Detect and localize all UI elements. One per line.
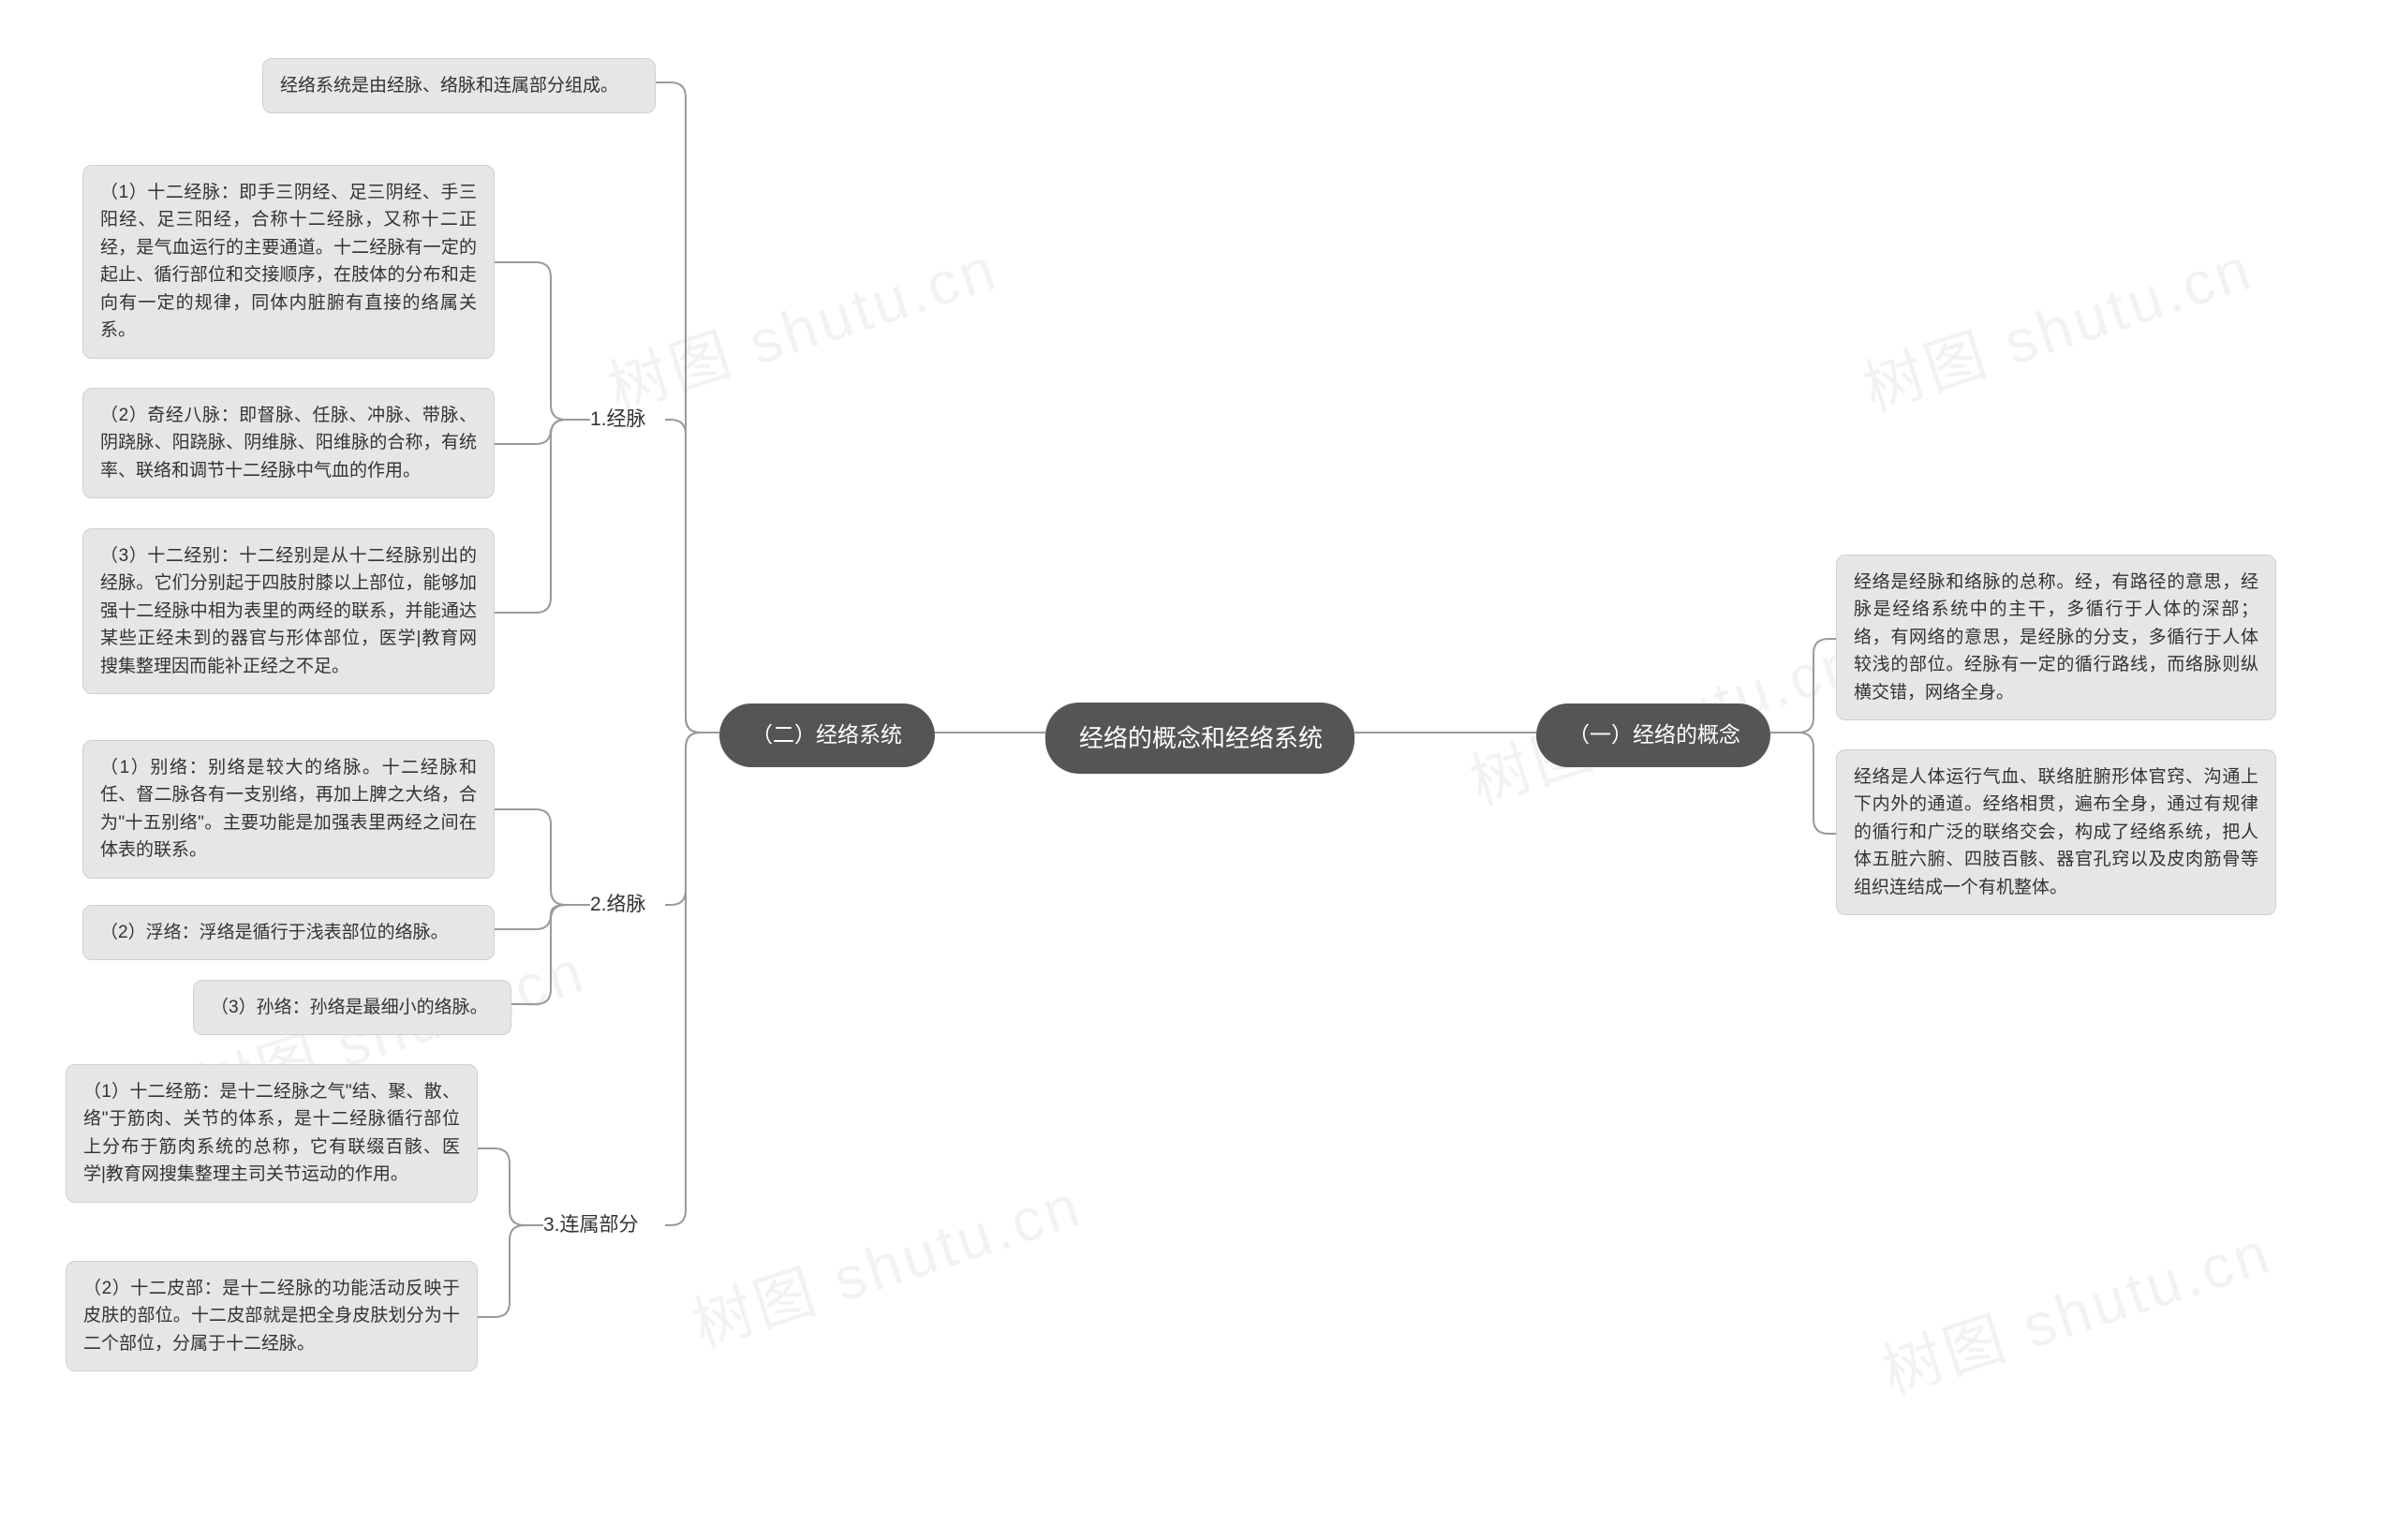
leaf-lianshu-2[interactable]: （2）十二皮部：是十二经脉的功能活动反映于皮肤的部位。十二皮部就是把全身皮肤划分… xyxy=(66,1261,478,1371)
leaf-luomai-2[interactable]: （2）浮络：浮络是循行于浅表部位的络脉。 xyxy=(82,905,495,960)
leaf-luomai-1[interactable]: （1）别络：别络是较大的络脉。十二经脉和任、督二脉各有一支别络，再加上脾之大络，… xyxy=(82,740,495,879)
branch-system[interactable]: （二）经络系统 xyxy=(719,703,935,767)
leaf-concept-2[interactable]: 经络是人体运行气血、联络脏腑形体官窍、沟通上下内外的通道。经络相贯，遍布全身，通… xyxy=(1836,749,2276,915)
leaf-jingmai-2[interactable]: （2）奇经八脉：即督脉、任脉、冲脉、带脉、阴跷脉、阳跷脉、阴维脉、阳维脉的合称，… xyxy=(82,388,495,498)
watermark: 树图 shutu.cn xyxy=(680,1158,1091,1365)
leaf-lianshu-1[interactable]: （1）十二经筋：是十二经脉之气"结、聚、散、络"于筋肉、关节的体系，是十二经脉循… xyxy=(66,1064,478,1203)
watermark: 树图 shutu.cn xyxy=(596,221,1007,428)
sub-luomai[interactable]: 2.络脉 xyxy=(590,890,646,921)
leaf-jingmai-3[interactable]: （3）十二经别：十二经别是从十二经脉别出的经脉。它们分别起于四肢肘膝以上部位，能… xyxy=(82,528,495,694)
leaf-concept-1[interactable]: 经络是经脉和络脉的总称。经，有路径的意思，经脉是经络系统中的主干，多循行于人体的… xyxy=(1836,555,2276,720)
mindmap-root[interactable]: 经络的概念和经络系统 xyxy=(1045,703,1354,774)
watermark: 树图 shutu.cn xyxy=(1851,221,2262,428)
watermark: 树图 shutu.cn xyxy=(1870,1205,2281,1412)
leaf-system-intro[interactable]: 经络系统是由经脉、络脉和连属部分组成。 xyxy=(262,58,656,113)
branch-concept[interactable]: （一）经络的概念 xyxy=(1536,703,1770,767)
sub-jingmai[interactable]: 1.经脉 xyxy=(590,405,646,436)
leaf-jingmai-1[interactable]: （1）十二经脉：即手三阴经、足三阴经、手三阳经、足三阳经，合称十二经脉，又称十二… xyxy=(82,165,495,359)
sub-lianshu[interactable]: 3.连属部分 xyxy=(543,1210,639,1241)
leaf-luomai-3[interactable]: （3）孙络：孙络是最细小的络脉。 xyxy=(193,980,511,1035)
